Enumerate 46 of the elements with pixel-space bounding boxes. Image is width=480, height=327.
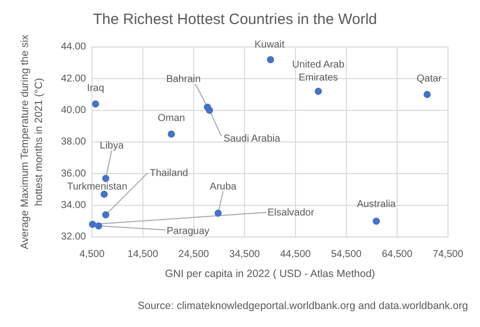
point	[102, 174, 110, 182]
text: Saudi Arabia	[223, 132, 281, 144]
x-tick-label: 24,500	[178, 249, 210, 260]
series-label: Qatar	[416, 73, 442, 84]
series-label: Iraq	[86, 82, 104, 94]
y-tick-label: 36.00	[60, 168, 86, 180]
point	[102, 211, 110, 218]
x-axis-title: GNI per capita in 2022 ( USD - Atlas Method)	[164, 268, 376, 280]
x-tick-label: 74,500	[432, 249, 464, 260]
series-label: Kuwait	[254, 39, 285, 50]
point	[266, 56, 274, 64]
chart-title: The Richest Hottest Countries in the World	[92, 11, 378, 28]
x-tick-label: 14,500	[128, 249, 159, 260]
x-tick-label: 54,500	[330, 249, 362, 260]
point	[168, 130, 175, 138]
series-label: United Arab Emirates	[292, 58, 345, 83]
source-note: Source: climateknowledgeportal.worldbank.org and data.worldbank.org	[138, 300, 468, 312]
point	[206, 106, 214, 114]
y-tick-label: 38.00	[60, 136, 86, 148]
series-label: Aruba	[210, 180, 237, 192]
x-tick-label: 4,500	[79, 249, 105, 260]
y-tick-label: 32.00	[60, 232, 86, 243]
point	[372, 218, 380, 225]
x-tick-label: 44,500	[280, 249, 312, 260]
text: Libya	[100, 140, 124, 152]
point	[314, 88, 322, 95]
series-label: Oman	[158, 112, 185, 124]
point	[424, 90, 431, 98]
y-tick-label: 42.00	[60, 73, 86, 84]
point	[214, 210, 222, 217]
text: Paraguay	[166, 226, 210, 237]
text: Elsalvador	[268, 206, 315, 218]
series-label: Bahrain	[166, 74, 201, 85]
x-tick-label: 64,500	[382, 249, 413, 260]
point	[92, 100, 100, 108]
point	[88, 220, 96, 228]
y-tick-label: 34.00	[60, 200, 86, 211]
y-tick-label: 44.00	[60, 42, 86, 53]
text: Thailand	[150, 167, 188, 178]
point	[100, 190, 108, 198]
y-tick-label: 40.00	[60, 104, 86, 116]
point	[95, 222, 102, 230]
series-label: Turkmenistan	[67, 180, 128, 192]
series-label: Australia	[356, 198, 396, 210]
y-axis-title: Average Maximum Temperature during the six hottest months in 2021 (°C)	[19, 34, 45, 250]
x-tick-label: 34,500	[229, 249, 260, 260]
